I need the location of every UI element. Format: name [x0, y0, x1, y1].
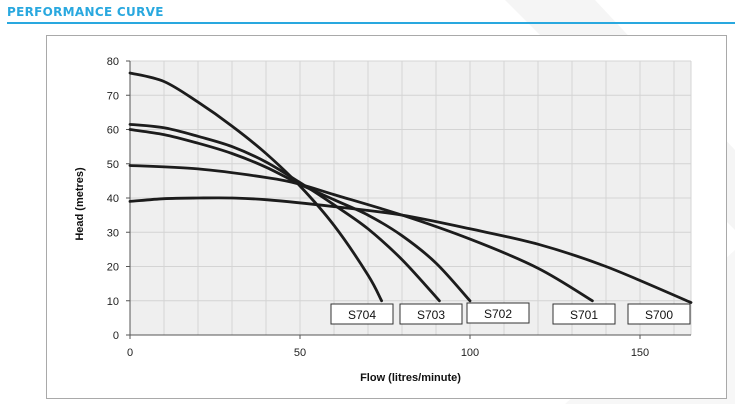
series-labels: S704 S703 S702 S701 S700 [330, 302, 691, 325]
axes [126, 60, 691, 339]
y-tick-label: 30 [107, 227, 119, 239]
series-label-text: S704 [348, 308, 376, 322]
y-tick-label: 0 [113, 330, 119, 342]
y-tick-label: 40 [107, 193, 119, 205]
x-axis-title: Flow (litres/minute) [360, 372, 461, 384]
label-box-frame [466, 302, 530, 324]
y-tick-label: 10 [107, 296, 119, 308]
series-label-text: S700 [645, 308, 673, 322]
label-box-s701: S701 [552, 303, 616, 325]
y-tick-label: 80 [107, 56, 119, 68]
y-tick-label: 20 [107, 262, 119, 274]
curve-s703 [128, 123, 441, 303]
label-box-frame [627, 303, 691, 325]
x-tick-label: 50 [294, 347, 306, 359]
label-box-s700: S700 [627, 303, 691, 325]
label-box-s702: S702 [466, 302, 530, 324]
series-label-text: S701 [570, 308, 598, 322]
label-box-s704: S704 [330, 303, 394, 325]
curve-s704 [128, 71, 383, 303]
section-title-underline [7, 22, 735, 24]
x-tick-label: 150 [631, 347, 649, 359]
series-label-text: S703 [417, 308, 445, 322]
x-tick-label: 100 [461, 347, 479, 359]
section-title: PERFORMANCE CURVE [7, 5, 164, 19]
curve-s700 [128, 196, 693, 304]
x-tick-label: 0 [127, 347, 133, 359]
label-box-s703: S703 [399, 303, 463, 325]
y-tick-label: 60 [107, 125, 119, 137]
label-box-frame [552, 303, 616, 325]
label-box-frame [330, 303, 394, 325]
y-tick-label: 70 [107, 90, 119, 102]
curves [128, 71, 693, 304]
curve-s701 [128, 164, 594, 303]
label-box-frame [399, 303, 463, 325]
tick-labels: 0 10 20 30 40 50 60 70 80 0 50 100 150 [107, 56, 649, 359]
y-axis-title: Head (metres) [74, 167, 86, 241]
y-tick-label: 50 [107, 159, 119, 171]
series-label-text: S702 [484, 307, 512, 321]
